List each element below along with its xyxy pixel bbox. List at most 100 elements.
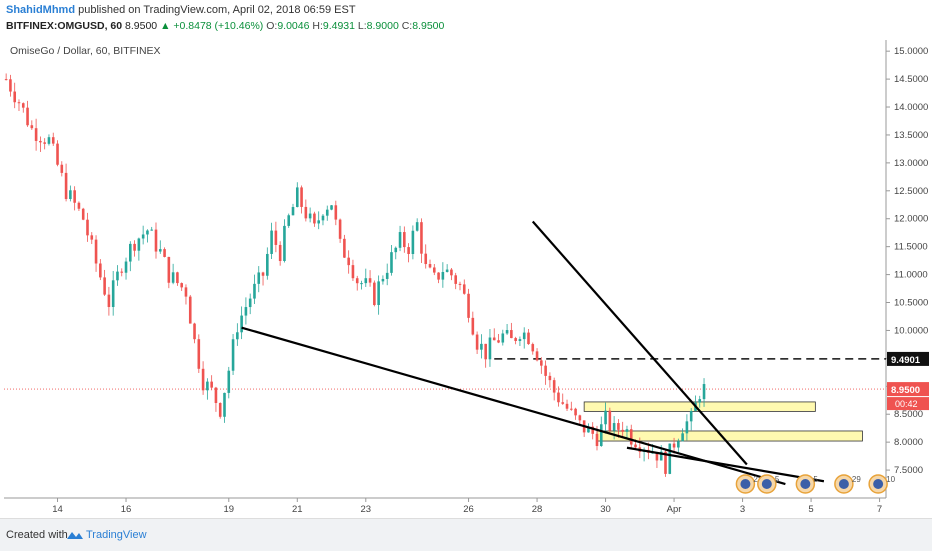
candle-body xyxy=(608,410,612,431)
candle-body xyxy=(415,222,419,231)
candle-body xyxy=(450,269,453,276)
candle-body xyxy=(244,307,248,316)
candle-body xyxy=(355,278,359,284)
candle-body xyxy=(428,264,432,268)
candle-body xyxy=(30,125,34,129)
candle-body xyxy=(240,315,243,333)
candle-body xyxy=(659,451,663,461)
candle-body xyxy=(381,278,385,282)
candle-body xyxy=(480,343,483,350)
candle-body xyxy=(150,229,154,231)
last-price-tag xyxy=(887,382,929,397)
candle-body xyxy=(283,225,286,262)
candle-body xyxy=(403,232,406,248)
candle-body xyxy=(510,330,513,339)
candle-body xyxy=(531,344,535,352)
x-tick-label: 23 xyxy=(361,504,372,515)
high-value: 9.4931 xyxy=(322,20,355,32)
candle-body xyxy=(21,103,25,108)
candle-body xyxy=(325,209,329,216)
candle-body xyxy=(595,433,599,447)
candle-body xyxy=(467,293,470,318)
candle-body xyxy=(171,272,175,283)
candle-body xyxy=(432,267,436,273)
tradingview-link[interactable]: TradingView xyxy=(86,529,147,541)
candle-body xyxy=(308,213,312,219)
low-value: 8.9000 xyxy=(366,20,399,32)
candle-body xyxy=(591,426,595,434)
candle-body xyxy=(561,402,565,404)
candle-body xyxy=(34,128,38,141)
candle-body xyxy=(210,381,213,388)
candle-body xyxy=(617,423,620,430)
event-flag-inner-icon xyxy=(761,479,772,489)
open-value: 9.0046 xyxy=(277,20,310,32)
candle-body xyxy=(218,403,222,417)
candle-body xyxy=(295,187,299,208)
candle-body xyxy=(77,202,81,209)
y-tick-label: 12.0000 xyxy=(894,214,928,225)
y-tick-label: 11.0000 xyxy=(894,270,928,281)
price-chart[interactable]: OmiseGo / Dollar, 60, BITFINEX 15.0000 14.… xyxy=(4,40,930,518)
candle-body xyxy=(454,275,458,284)
candle-body xyxy=(557,392,560,403)
chart-area[interactable]: OmiseGo / Dollar, 60, BITFINEX 15.0000 14.… xyxy=(4,40,930,518)
candle-body xyxy=(570,408,573,410)
candle-body xyxy=(604,410,607,425)
candle-body xyxy=(99,263,102,278)
candle-body xyxy=(248,298,252,308)
x-tick-label: 26 xyxy=(463,504,474,515)
chart-title: OmiseGo / Dollar, 60, BITFINEX xyxy=(10,45,161,57)
candle-body xyxy=(587,426,590,433)
candle-body xyxy=(47,137,51,144)
candle-body xyxy=(373,282,376,306)
candle-body xyxy=(107,294,111,308)
candle-body xyxy=(548,375,552,381)
event-count: 5 xyxy=(775,475,780,484)
candle-body xyxy=(338,219,342,239)
close-label: C: xyxy=(401,20,413,32)
candle-body xyxy=(133,243,136,251)
candle-body xyxy=(497,340,500,343)
candle-body xyxy=(540,360,543,366)
x-tick-label: 3 xyxy=(740,504,745,515)
candle-body xyxy=(411,230,415,255)
plot-background xyxy=(4,40,886,498)
y-tick-label: 14.5000 xyxy=(894,74,928,85)
candle-body xyxy=(462,284,466,294)
candle-body xyxy=(69,190,72,200)
candle-body xyxy=(129,243,132,262)
created-with-text: Created with xyxy=(6,529,68,541)
low-label: L: xyxy=(357,20,367,32)
resistance-price-label: 9.4901 xyxy=(891,355,921,366)
candle-body xyxy=(655,452,659,461)
candle-body xyxy=(634,444,637,448)
close-value: 8.9500 xyxy=(412,20,445,32)
countdown-label: 00:42 xyxy=(895,399,918,409)
candle-body xyxy=(471,317,475,335)
candle-body xyxy=(73,190,76,203)
candle-body xyxy=(317,220,320,224)
open-label: O: xyxy=(266,20,278,32)
candle-body xyxy=(300,187,303,207)
trendline xyxy=(626,446,825,483)
publish-info: ShahidMhmd published on TradingView.com,… xyxy=(6,4,356,16)
candle-body xyxy=(475,334,479,350)
candle-body xyxy=(492,337,496,341)
x-tick-label: 16 xyxy=(121,504,132,515)
x-tick-label: Apr xyxy=(667,504,682,515)
y-tick-label: 10.5000 xyxy=(894,298,928,309)
candle-body xyxy=(270,230,273,254)
candle-body xyxy=(60,164,64,173)
candle-body xyxy=(43,142,46,144)
symbol-ohlc-line: BITFINEX:OMGUSD, 60 8.9500 ▲ +0.8478 (+1… xyxy=(6,20,444,32)
candle-body xyxy=(188,296,192,324)
candle-body xyxy=(9,79,12,92)
y-tick-label: 10.0000 xyxy=(894,325,928,336)
author-link[interactable]: ShahidMhmd xyxy=(6,4,76,16)
event-flag-inner-icon xyxy=(800,479,811,489)
candle-body xyxy=(458,283,462,285)
candle-body xyxy=(180,283,183,288)
event-flag-inner-icon xyxy=(740,479,751,489)
event-count: 5 xyxy=(813,475,818,484)
